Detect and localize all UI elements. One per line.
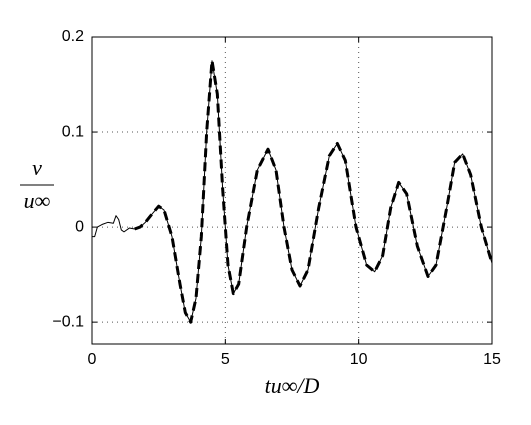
x-tick-label: 15 (483, 351, 501, 368)
y-tick-label: 0 (75, 218, 84, 235)
y-label-denominator: u∞ (24, 188, 51, 213)
y-tick-label: −0.1 (52, 313, 84, 330)
plot-frame (91, 36, 493, 345)
series-line (134, 59, 494, 324)
y-tick-label: 0.1 (62, 123, 84, 140)
y-label-numerator: v (32, 155, 42, 180)
y-tick-label: 0.2 (62, 28, 84, 45)
x-tick-label: 5 (221, 351, 230, 368)
x-tick-label: 10 (350, 351, 368, 368)
series-line (92, 60, 493, 323)
x-label: tu∞/D (265, 373, 320, 398)
x-tick-label: 0 (88, 351, 97, 368)
